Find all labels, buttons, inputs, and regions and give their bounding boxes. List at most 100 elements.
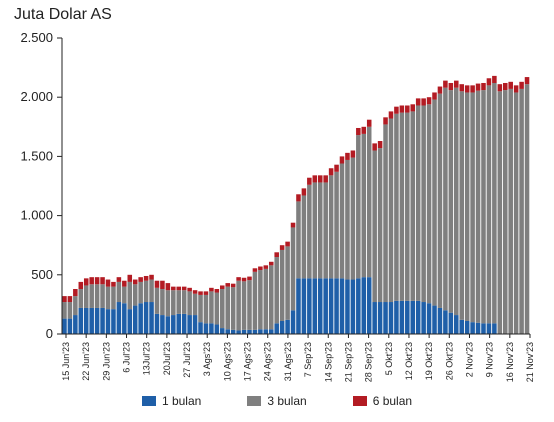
legend-item-1-bulan: 1 bulan <box>141 394 201 408</box>
bar-segment-1-bulan <box>220 328 225 334</box>
bar-segment-3-bulan <box>328 175 334 279</box>
bar-segment-3-bulan <box>100 284 105 308</box>
bar-segment-1-bulan <box>443 310 448 334</box>
bar-segment-1-bulan <box>230 329 236 334</box>
bar-segment-3-bulan <box>290 227 296 311</box>
bar-segment-3-bulan <box>78 289 84 308</box>
bar-segment-6-bulan <box>165 283 171 291</box>
bar-segment-3-bulan <box>388 118 394 303</box>
bar-segment-3-bulan <box>225 286 230 330</box>
bar-segment-6-bulan <box>78 281 84 289</box>
bar-segment-1-bulan <box>345 279 350 334</box>
bar-segment-1-bulan <box>138 303 143 334</box>
bar-segment-3-bulan <box>405 112 410 301</box>
bar-segment-3-bulan <box>415 105 421 301</box>
bar-segment-3-bulan <box>307 184 312 279</box>
bar-segment-3-bulan <box>339 163 345 279</box>
bar-segment-3-bulan <box>73 296 78 316</box>
x-tick-label: 28 Sep'23 <box>364 342 374 382</box>
bar-segment-3-bulan <box>361 133 367 278</box>
bar-segment-6-bulan <box>94 277 100 285</box>
bar-segment-1-bulan <box>323 278 328 334</box>
bar-segment-3-bulan <box>497 91 503 334</box>
x-tick-label: 2 Nov'23 <box>464 342 474 377</box>
bar-segment-6-bulan <box>214 289 220 293</box>
bar-segment-1-bulan <box>405 300 410 334</box>
bar-segment-3-bulan <box>334 171 339 279</box>
bar-segment-6-bulan <box>62 296 67 303</box>
bar-segment-3-bulan <box>492 82 497 324</box>
bar-segment-1-bulan <box>263 329 269 334</box>
bar-segment-3-bulan <box>198 294 203 323</box>
bar-segment-1-bulan <box>143 302 149 334</box>
bar-segment-6-bulan <box>225 283 230 287</box>
bar-segment-1-bulan <box>410 300 416 334</box>
bar-segment-3-bulan <box>132 284 138 306</box>
bar-segment-3-bulan <box>285 246 290 320</box>
bar-segment-3-bulan <box>502 90 508 334</box>
bar-segment-6-bulan <box>241 277 247 282</box>
bar-segment-1-bulan <box>432 305 437 334</box>
x-tick-label: 21 Sep'23 <box>343 342 353 382</box>
bar-segment-6-bulan <box>192 290 198 294</box>
y-tick-label: 1.000 <box>20 208 53 223</box>
bar-segment-3-bulan <box>247 280 252 330</box>
bar-segment-1-bulan <box>421 302 426 334</box>
bar-segment-1-bulan <box>252 329 258 334</box>
bar-segment-6-bulan <box>143 275 149 281</box>
bar-segment-3-bulan <box>176 290 182 314</box>
bar-segment-3-bulan <box>268 265 274 330</box>
bar-segment-1-bulan <box>328 278 334 334</box>
x-tick-label: 31 Ags'23 <box>283 342 293 381</box>
bar-segment-1-bulan <box>486 323 492 334</box>
bar-segment-6-bulan <box>274 252 279 258</box>
bar-segment-6-bulan <box>127 274 133 282</box>
bar-segment-6-bulan <box>263 265 269 269</box>
bar-segment-1-bulan <box>192 315 198 334</box>
bar-segment-6-bulan <box>345 152 350 160</box>
bar-segment-1-bulan <box>198 322 203 334</box>
bar-segment-1-bulan <box>83 307 89 334</box>
legend-swatch-1-bulan <box>141 396 156 406</box>
legend-item-3-bulan: 3 bulan <box>247 394 307 408</box>
legend-label-6-bulan: 6 bulan <box>372 394 413 408</box>
bar-segment-1-bulan <box>372 302 377 334</box>
bar-segment-6-bulan <box>502 82 508 91</box>
bar-segment-6-bulan <box>203 291 209 295</box>
bar-segment-3-bulan <box>519 88 524 334</box>
bar-segment-3-bulan <box>89 284 94 308</box>
x-tick-label: 5 Okt'23 <box>384 342 394 375</box>
bar-segment-6-bulan <box>209 287 214 292</box>
bar-segment-6-bulan <box>339 156 345 164</box>
bar-segment-1-bulan <box>279 320 285 334</box>
bar-segment-6-bulan <box>383 117 388 125</box>
bar-segment-6-bulan <box>247 276 252 281</box>
bar-segment-6-bulan <box>394 106 399 114</box>
bar-segment-6-bulan <box>198 291 203 295</box>
bar-segment-3-bulan <box>394 113 399 301</box>
bar-segment-1-bulan <box>317 278 323 334</box>
bar-segment-1-bulan <box>132 305 138 334</box>
x-tick-label: 9 Nov'23 <box>485 342 495 377</box>
bar-segment-3-bulan <box>149 279 154 303</box>
bar-segment-1-bulan <box>62 318 67 334</box>
bar-segment-3-bulan <box>432 99 437 306</box>
bar-segment-6-bulan <box>176 286 182 291</box>
bar-segment-3-bulan <box>122 286 127 304</box>
bar-segment-6-bulan <box>426 97 432 105</box>
bar-segment-1-bulan <box>377 302 383 334</box>
x-tick-label: 20Jul'23 <box>162 342 172 375</box>
bar-segment-6-bulan <box>443 80 448 88</box>
bar-segment-6-bulan <box>410 104 416 112</box>
bar-segment-3-bulan <box>83 285 89 308</box>
bar-segment-6-bulan <box>421 98 426 106</box>
bar-segment-1-bulan <box>437 307 443 334</box>
x-tick-label: 3 Ags'23 <box>202 342 212 376</box>
bar-segment-1-bulan <box>203 323 209 334</box>
bar-segment-1-bulan <box>214 324 220 334</box>
bar-segment-3-bulan <box>454 87 459 316</box>
bar-segment-6-bulan <box>220 285 225 290</box>
bar-segment-6-bulan <box>111 281 116 287</box>
bar-segment-6-bulan <box>388 111 394 119</box>
bar-segment-3-bulan <box>236 280 241 331</box>
